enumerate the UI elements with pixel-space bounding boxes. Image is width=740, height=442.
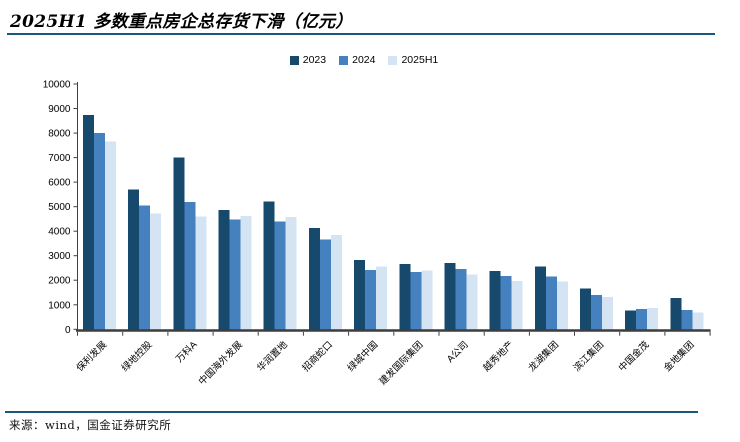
y-tick-label: 0: [65, 325, 71, 336]
bar-2024-绿地控股: [139, 205, 151, 330]
bar-2025H1-中国金茂: [647, 308, 659, 330]
bar-2023-招商蛇口: [308, 228, 320, 330]
y-tick-label: 5000: [48, 202, 71, 213]
bar-2023-A公司: [444, 262, 456, 330]
bar-2024-越秀地产: [500, 275, 512, 330]
bar-2024-滨江集团: [591, 295, 602, 330]
legend-swatch: [388, 55, 398, 65]
bar-2024-金地集团: [681, 309, 693, 330]
category-label-滨江集团: 滨江集团: [571, 339, 606, 374]
bar-2025H1-万科A: [195, 216, 207, 330]
category-label-金地集团: 金地集团: [661, 339, 696, 374]
bar-2025H1-龙湖集团: [556, 281, 568, 330]
bar-2024-保利发展: [94, 132, 105, 330]
bar-2023-建发国际集团: [399, 264, 411, 330]
legend-item-2023: 2023: [289, 54, 327, 66]
source-note: 来源：wind，国金证券研究所: [9, 418, 172, 432]
bar-2023-越秀地产: [489, 270, 501, 330]
bar-2024-招商蛇口: [319, 239, 331, 330]
category-label-绿城中国: 绿城中国: [345, 339, 380, 374]
bar-2025H1-滨江集团: [602, 296, 613, 330]
bar-2023-万科A: [173, 157, 185, 330]
bar-2025H1-华润置地: [285, 217, 297, 330]
legend-item-2024: 2024: [339, 55, 375, 66]
category-label-保利发展: 保利发展: [74, 338, 110, 374]
category-label-龙湖集团: 龙湖集团: [526, 339, 561, 374]
bar-2023-绿地控股: [128, 189, 140, 330]
y-tick-label: 1000: [48, 300, 71, 311]
bar-2025H1-中国海外发展: [240, 216, 252, 330]
legend-label: 2024: [352, 54, 376, 66]
y-tick-label: 7000: [48, 153, 71, 164]
bar-2025H1-保利发展: [105, 141, 116, 330]
y-tick-label: 10000: [43, 80, 71, 91]
bar-2024-中国海外发展: [229, 219, 241, 330]
bar-2023-绿城中国: [354, 260, 366, 330]
category-label-万科A: 万科A: [173, 338, 200, 365]
title-separator-line: [7, 33, 715, 36]
category-label-招商蛇口: 招商蛇口: [300, 339, 335, 374]
legend-swatch: [289, 55, 299, 65]
bar-2023-保利发展: [83, 115, 94, 330]
bar-2024-中国金茂: [636, 309, 648, 330]
bar-2023-龙湖集团: [534, 266, 546, 330]
legend-swatch: [339, 55, 349, 65]
category-label-中国海外发展: 中国海外发展: [196, 338, 245, 387]
bar-chart-canvas: 0 1000 2000 3000 4000 5000 6000 7000 8000 9000 100…: [43, 80, 711, 388]
y-tick-label: 8000: [48, 129, 71, 140]
chart-title: 2025H1 多数重点房企总存货下滑（亿元）: [10, 12, 353, 32]
bar-2024-A公司: [455, 269, 467, 330]
bar-2023-金地集团: [670, 298, 682, 330]
category-label-华润置地: 华润置地: [255, 338, 291, 374]
bar-2024-龙湖集团: [545, 276, 557, 330]
category-label-绿地控股: 绿地控股: [119, 338, 155, 374]
y-tick-label: 9000: [48, 104, 71, 115]
bar-2024-建发国际集团: [410, 271, 422, 330]
bar-2023-滨江集团: [580, 288, 591, 330]
category-label-中国金茂: 中国金茂: [616, 338, 652, 374]
y-tick-label: 6000: [48, 178, 71, 189]
y-tick-label: 3000: [48, 251, 71, 262]
bar-2024-华润置地: [274, 221, 286, 330]
bar-2023-华润置地: [263, 201, 275, 330]
bar-2025H1-绿地控股: [150, 213, 162, 330]
bar-2025H1-招商蛇口: [330, 235, 342, 330]
bar-2025H1-建发国际集团: [421, 270, 433, 330]
y-tick-label: 2000: [48, 276, 71, 287]
bar-2025H1-金地集团: [692, 312, 704, 330]
chart-legend: 2023 2024 2025H1: [0, 55, 728, 66]
bar-2025H1-越秀地产: [511, 281, 523, 330]
bar-2023-中国海外发展: [218, 210, 230, 330]
footer-separator-line: [5, 411, 698, 414]
bar-2023-中国金茂: [625, 310, 637, 330]
category-label-建发国际集团: 建发国际集团: [377, 339, 426, 388]
bar-2024-绿城中国: [365, 269, 377, 330]
legend-label: 2023: [302, 54, 327, 66]
bar-2025H1-绿城中国: [376, 266, 388, 330]
bar-2024-万科A: [184, 202, 196, 330]
legend-label: 2025H1: [401, 54, 439, 66]
y-tick-label: 4000: [48, 227, 71, 238]
legend-item-2025H1: 2025H1: [388, 55, 438, 66]
category-label-越秀地产: 越秀地产: [481, 339, 516, 374]
bar-2025H1-A公司: [466, 274, 478, 330]
category-label-A公司: A公司: [445, 339, 471, 365]
